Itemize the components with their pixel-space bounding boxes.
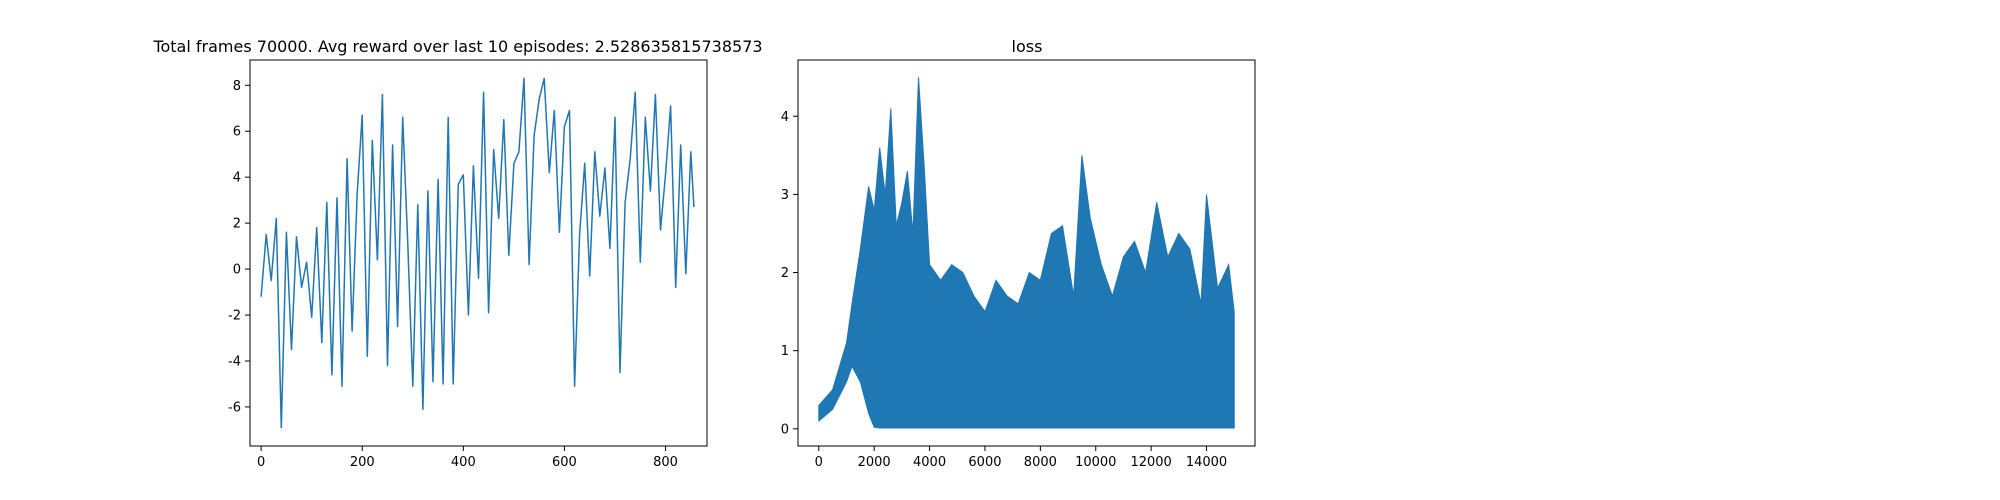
reward-plot-title: Total frames 70000. Avg reward over last…	[152, 37, 762, 56]
loss-plot-title: loss	[1012, 37, 1043, 56]
reward-series-group	[260, 77, 695, 429]
x-tick-label: 14000	[1186, 455, 1227, 470]
y-tick-label: 6	[233, 125, 241, 140]
x-tick-label: 600	[552, 455, 577, 470]
x-tick-label: 0	[257, 455, 265, 470]
x-tick-label: 8000	[1024, 455, 1057, 470]
x-tick-label: 400	[451, 455, 476, 470]
y-tick-label: 0	[781, 422, 789, 437]
reward-series-line	[260, 77, 695, 429]
x-tick-label: 200	[350, 455, 375, 470]
loss-plot: loss 0 2000 4000 6000 8000 10000 12000 14000 0 1 2…	[781, 37, 1256, 470]
x-tick-label: 4000	[913, 455, 946, 470]
y-tick-label: -6	[228, 400, 241, 415]
y-tick-label: 4	[233, 171, 241, 186]
x-tick-label: 800	[653, 455, 678, 470]
y-tick-label: 3	[781, 188, 789, 203]
x-tick-label: 0	[815, 455, 823, 470]
x-tick-label: 12000	[1130, 455, 1171, 470]
y-tick-label: -2	[228, 309, 241, 324]
x-tick-label: 10000	[1075, 455, 1116, 470]
x-tick-label: 6000	[968, 455, 1001, 470]
y-tick-label: 2	[233, 217, 241, 232]
y-tick-label: 2	[781, 266, 789, 281]
y-tick-label: 0	[233, 263, 241, 278]
reward-plot: Total frames 70000. Avg reward over last…	[152, 37, 762, 470]
loss-series-group	[818, 77, 1235, 429]
reward-plot-frame	[249, 59, 708, 447]
y-tick-label: 4	[781, 110, 789, 125]
loss-plot-frame	[797, 59, 1256, 447]
reward-axes-ticks: 0 200 400 600 800 -6 -4 -2 0 2 4 6 8	[228, 79, 678, 470]
y-tick-label: 1	[781, 344, 789, 359]
y-tick-label: -4	[228, 354, 241, 369]
y-tick-label: 8	[233, 79, 241, 94]
x-tick-label: 2000	[858, 455, 891, 470]
loss-series-band	[818, 77, 1235, 429]
loss-axes-ticks: 0 2000 4000 6000 8000 10000 12000 14000 0 1 2 3 4	[781, 110, 1227, 470]
